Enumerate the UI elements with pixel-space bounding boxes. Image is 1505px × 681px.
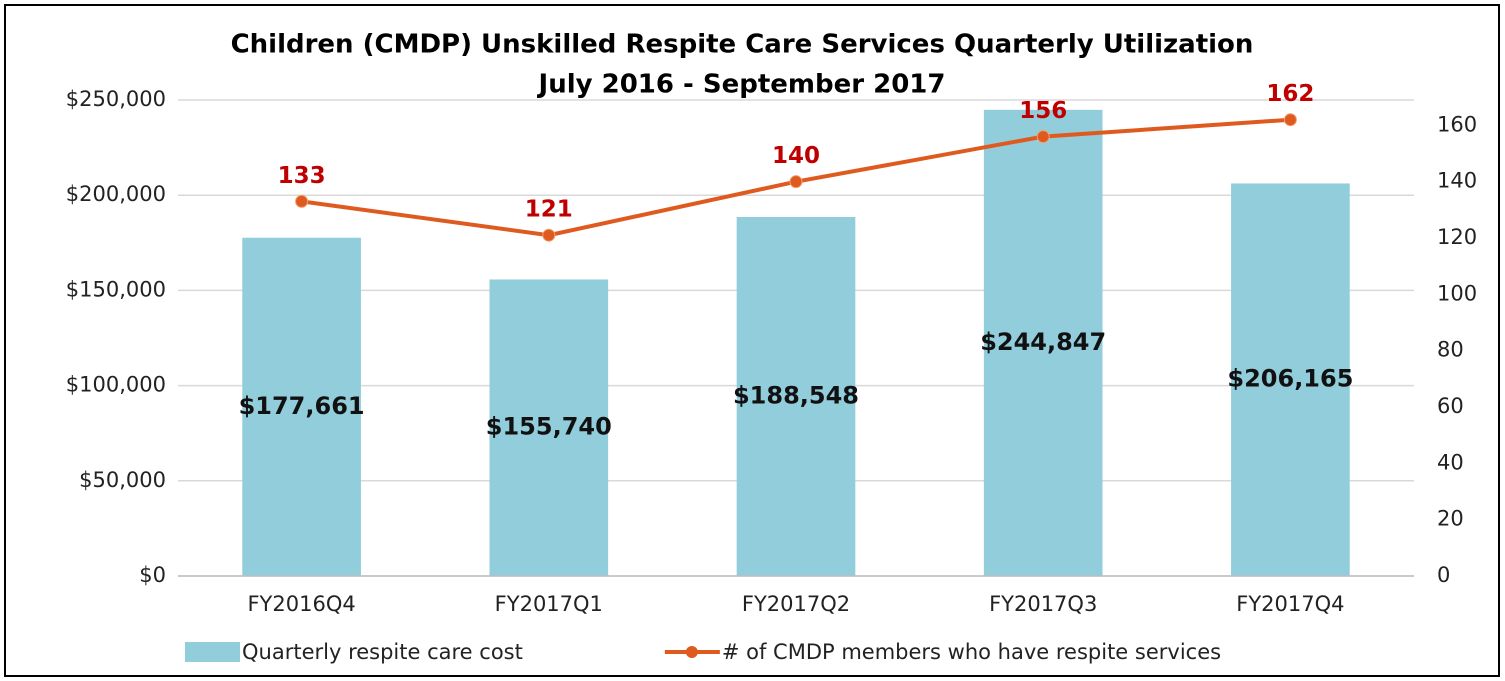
y-tick-label: $250,000 — [66, 87, 166, 111]
chart-subtitle: July 2016 - September 2017 — [537, 70, 946, 100]
y-tick-label: $150,000 — [66, 277, 166, 301]
legend-label: # of CMDP members who have respite servi… — [722, 640, 1221, 664]
bar-value-label: $206,165 — [1227, 365, 1353, 393]
y-tick-label: $0 — [139, 563, 166, 587]
y-tick-label: $200,000 — [66, 182, 166, 206]
chart-title: Children (CMDP) Unskilled Respite Care S… — [231, 30, 1254, 60]
line-value-label: 133 — [278, 163, 326, 189]
line-value-label: 121 — [525, 197, 573, 223]
line-marker — [295, 194, 309, 208]
y2-tick-label: 20 — [1437, 507, 1464, 531]
y-tick-label: $50,000 — [79, 468, 166, 492]
bar — [489, 279, 609, 576]
x-tick-label: FY2016Q4 — [247, 592, 355, 616]
x-tick-label: FY2017Q3 — [989, 592, 1097, 616]
legend-marker — [685, 646, 698, 658]
y2-tick-label: 40 — [1437, 450, 1464, 474]
x-tick-label: FY2017Q2 — [742, 592, 850, 616]
y2-tick-label: 140 — [1437, 169, 1477, 193]
y2-tick-label: 60 — [1437, 394, 1464, 418]
line-marker — [1283, 113, 1297, 127]
line-marker — [789, 175, 803, 189]
line-value-label: 140 — [772, 143, 820, 169]
x-tick-label: FY2017Q4 — [1236, 592, 1344, 616]
bar-value-label: $188,548 — [733, 382, 859, 410]
bar-value-label: $155,740 — [486, 413, 612, 441]
y2-tick-label: 0 — [1437, 563, 1450, 587]
y2-tick-label: 100 — [1437, 281, 1477, 305]
y2-tick-label: 160 — [1437, 112, 1477, 136]
legend-swatch — [185, 642, 240, 662]
line-value-label: 156 — [1019, 98, 1067, 124]
bar-value-label: $244,847 — [980, 328, 1106, 356]
bar — [983, 109, 1103, 576]
y2-tick-label: 120 — [1437, 225, 1477, 249]
bar — [1231, 183, 1350, 576]
bar — [736, 217, 856, 576]
line-value-label: 162 — [1266, 81, 1314, 107]
bar — [242, 237, 361, 576]
y2-tick-label: 80 — [1437, 338, 1464, 362]
x-tick-label: FY2017Q1 — [495, 592, 603, 616]
line-marker — [1036, 130, 1050, 144]
y-tick-label: $100,000 — [66, 373, 166, 397]
legend-label: Quarterly respite care cost — [242, 640, 523, 664]
bar-value-label: $177,661 — [239, 392, 365, 420]
line-marker — [542, 228, 556, 242]
